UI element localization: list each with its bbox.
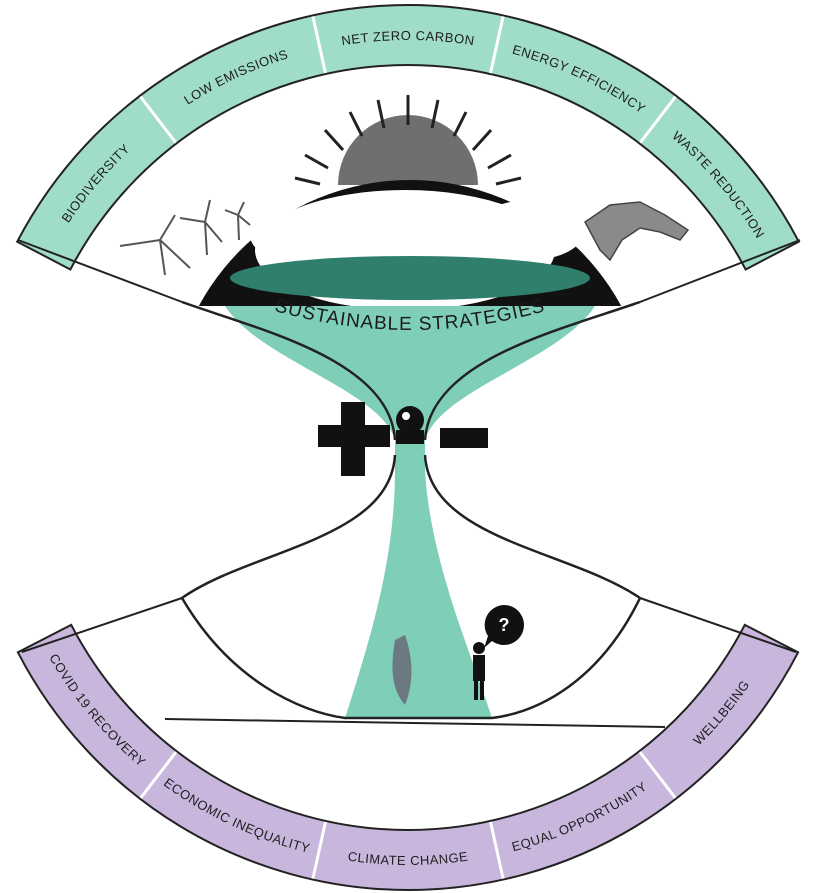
segment-label-path: CLIMATE CHANGE xyxy=(347,849,469,868)
fan-edge xyxy=(639,597,797,653)
segment-divider xyxy=(639,95,677,144)
fan-band xyxy=(16,623,800,891)
segment-divider xyxy=(489,821,505,879)
hourglass-outline xyxy=(181,300,397,441)
segment-label: CLIMATE CHANGE xyxy=(347,849,469,868)
shadow xyxy=(392,635,412,705)
bubble-text: ? xyxy=(499,615,510,635)
segment-divider xyxy=(638,751,677,799)
speech-bubble xyxy=(484,604,524,648)
segment-divider xyxy=(311,821,327,879)
fan-edge xyxy=(21,597,183,653)
sand-flow xyxy=(225,306,595,718)
segment-divider xyxy=(311,16,327,74)
fan-edge xyxy=(639,239,801,303)
segment-label: NET ZERO CARBON xyxy=(340,28,475,48)
plus-minus xyxy=(318,402,488,476)
smoke xyxy=(584,201,690,262)
wind-turbines xyxy=(119,199,251,276)
hourglass-outline xyxy=(423,300,641,441)
fan-edge xyxy=(17,239,183,303)
ground xyxy=(164,718,666,728)
hourglass-outline xyxy=(180,454,642,720)
segment-divider xyxy=(489,16,505,74)
globe xyxy=(198,180,622,306)
segment-divider xyxy=(139,95,177,144)
segment-label-path: NET ZERO CARBON xyxy=(340,28,475,48)
sun xyxy=(294,95,522,186)
segment-divider xyxy=(139,751,178,799)
highlight xyxy=(402,412,410,420)
person xyxy=(473,642,485,700)
